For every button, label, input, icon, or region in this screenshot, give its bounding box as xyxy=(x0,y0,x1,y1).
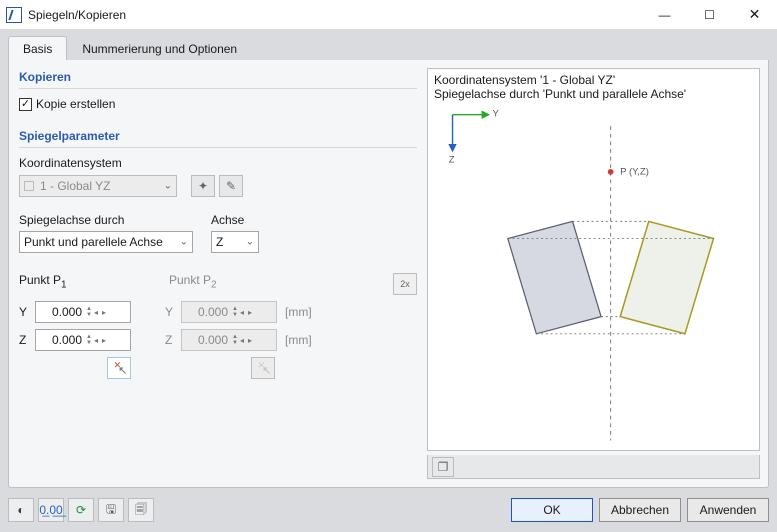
step-right-icon: ▸ xyxy=(246,308,254,317)
section-copy-heading: Kopieren xyxy=(19,68,417,89)
row-create-copy: ✓ Kopie erstellen xyxy=(19,97,417,111)
original-shape xyxy=(508,221,601,333)
create-copy-label: Kopie erstellen xyxy=(36,97,115,111)
cursor-icon: ↖ xyxy=(262,364,271,377)
coord-system-label: Koordinatensystem xyxy=(19,156,417,170)
unit-label: [mm] xyxy=(285,333,312,347)
step-left-icon: ◂ xyxy=(238,308,246,317)
right-panel: Koordinatensystem '1 - Global YZ' Spiege… xyxy=(427,60,768,487)
p2-y-field xyxy=(182,305,230,319)
footer: ◐0̲.0̲0̲⟳🖫🗐 OK Abbrechen Anwenden xyxy=(0,488,777,532)
tool-save-button[interactable]: 🖫 xyxy=(98,498,124,522)
preview-3d-button[interactable]: ❐ xyxy=(432,457,454,477)
content-area: Kopieren ✓ Kopie erstellen Spiegelparame… xyxy=(8,60,769,488)
coord-system-select: 1 - Global YZ ⌄ xyxy=(19,175,177,197)
step-right-icon[interactable]: ▸ xyxy=(100,336,108,345)
mirror-point-label: P (Y,Z) xyxy=(620,167,649,178)
cursor-icon: ↖ xyxy=(118,364,127,377)
app-icon xyxy=(6,7,22,23)
p1-z-input[interactable]: ▲▼ ◂ ▸ xyxy=(35,329,131,351)
step-left-icon[interactable]: ◂ xyxy=(92,308,100,317)
twox-icon: 2x xyxy=(400,279,410,289)
axis-z-label: Z xyxy=(449,154,455,165)
tabstrip: Basis Nummerierung und Optionen xyxy=(0,30,777,60)
p2-y-label: Y xyxy=(165,305,181,319)
close-button[interactable]: ✕ xyxy=(732,0,777,30)
p2-z-field xyxy=(182,333,230,347)
coord-system-value: 1 - Global YZ xyxy=(40,179,110,193)
step-left-icon[interactable]: ◂ xyxy=(92,336,100,345)
cs-edit-button[interactable]: ✎ xyxy=(219,175,243,197)
tab-basis[interactable]: Basis xyxy=(8,36,67,60)
axis-label: Achse xyxy=(211,213,259,227)
tab-numbering-options[interactable]: Nummerierung und Optionen xyxy=(67,36,252,60)
preview-toolbar: ❐ xyxy=(427,455,760,479)
footer-toolbar: ◐0̲.0̲0̲⟳🖫🗐 xyxy=(8,498,158,522)
p1-y-label: Y xyxy=(19,305,35,319)
titlebar: Spiegeln/Kopieren — ☐ ✕ xyxy=(0,0,777,30)
p1-y-field[interactable] xyxy=(36,305,84,319)
cs-new-button[interactable]: ✦ xyxy=(191,175,215,197)
chevron-down-icon: ⌄ xyxy=(180,237,188,248)
ok-button[interactable]: OK xyxy=(511,498,593,522)
axis-value: Z xyxy=(216,235,223,249)
pick-p2-button: ✕ ↖ xyxy=(251,357,275,379)
maximize-button[interactable]: ☐ xyxy=(687,0,732,30)
pick-p1-button[interactable]: ✕ ↖ xyxy=(107,357,131,379)
step-left-icon: ◂ xyxy=(238,336,246,345)
left-panel: Kopieren ✓ Kopie erstellen Spiegelparame… xyxy=(9,60,427,487)
chevron-down-icon: ⌄ xyxy=(164,180,172,191)
p1-z-field[interactable] xyxy=(36,333,84,347)
tool-copy-button[interactable]: 🗐 xyxy=(128,498,154,522)
double-increment-button[interactable]: 2x xyxy=(393,273,417,295)
step-right-icon: ▸ xyxy=(246,336,254,345)
tool-units-button[interactable]: 0̲.0̲0̲ xyxy=(38,498,64,522)
tool-refresh-button[interactable]: ⟳ xyxy=(68,498,94,522)
chevron-down-icon: ⌄ xyxy=(246,237,254,248)
tool-help-button[interactable]: ◐ xyxy=(8,498,34,522)
preview-caption-2: Spiegelachse durch 'Punkt und parallele … xyxy=(434,87,686,101)
preview-svg: Y Z P (Y,Z) xyxy=(428,69,759,450)
mirror-axis-through-value: Punkt und parellele Achse xyxy=(24,235,163,249)
preview-caption-1: Koordinatensystem '1 - Global YZ' xyxy=(434,73,615,87)
mirror-point-marker xyxy=(608,169,614,175)
axis-select[interactable]: Z ⌄ xyxy=(211,231,259,253)
axis-y-label: Y xyxy=(493,109,500,120)
apply-button[interactable]: Anwenden xyxy=(687,498,769,522)
section-params-heading: Spiegelparameter xyxy=(19,127,417,148)
cs-item-icon xyxy=(24,181,34,191)
minimize-button[interactable]: — xyxy=(642,0,687,30)
p2-y-input: ▲▼ ◂ ▸ xyxy=(181,301,277,323)
p1-y-input[interactable]: ▲▼ ◂ ▸ xyxy=(35,301,131,323)
create-copy-checkbox[interactable]: ✓ xyxy=(19,98,32,111)
cancel-button[interactable]: Abbrechen xyxy=(599,498,681,522)
step-right-icon[interactable]: ▸ xyxy=(100,308,108,317)
p1-z-label: Z xyxy=(19,333,35,347)
p2-z-input: ▲▼ ◂ ▸ xyxy=(181,329,277,351)
mirror-axis-through-label: Spiegelachse durch xyxy=(19,213,193,227)
point-p2-heading: Punkt P2 xyxy=(169,273,319,290)
mirror-axis-through-select[interactable]: Punkt und parellele Achse ⌄ xyxy=(19,231,193,253)
window-title: Spiegeln/Kopieren xyxy=(28,8,642,22)
point-p1-heading: Punkt P1 xyxy=(19,273,169,290)
p2-z-label: Z xyxy=(165,333,181,347)
preview-area: Koordinatensystem '1 - Global YZ' Spiege… xyxy=(427,68,760,451)
unit-label: [mm] xyxy=(285,305,312,319)
